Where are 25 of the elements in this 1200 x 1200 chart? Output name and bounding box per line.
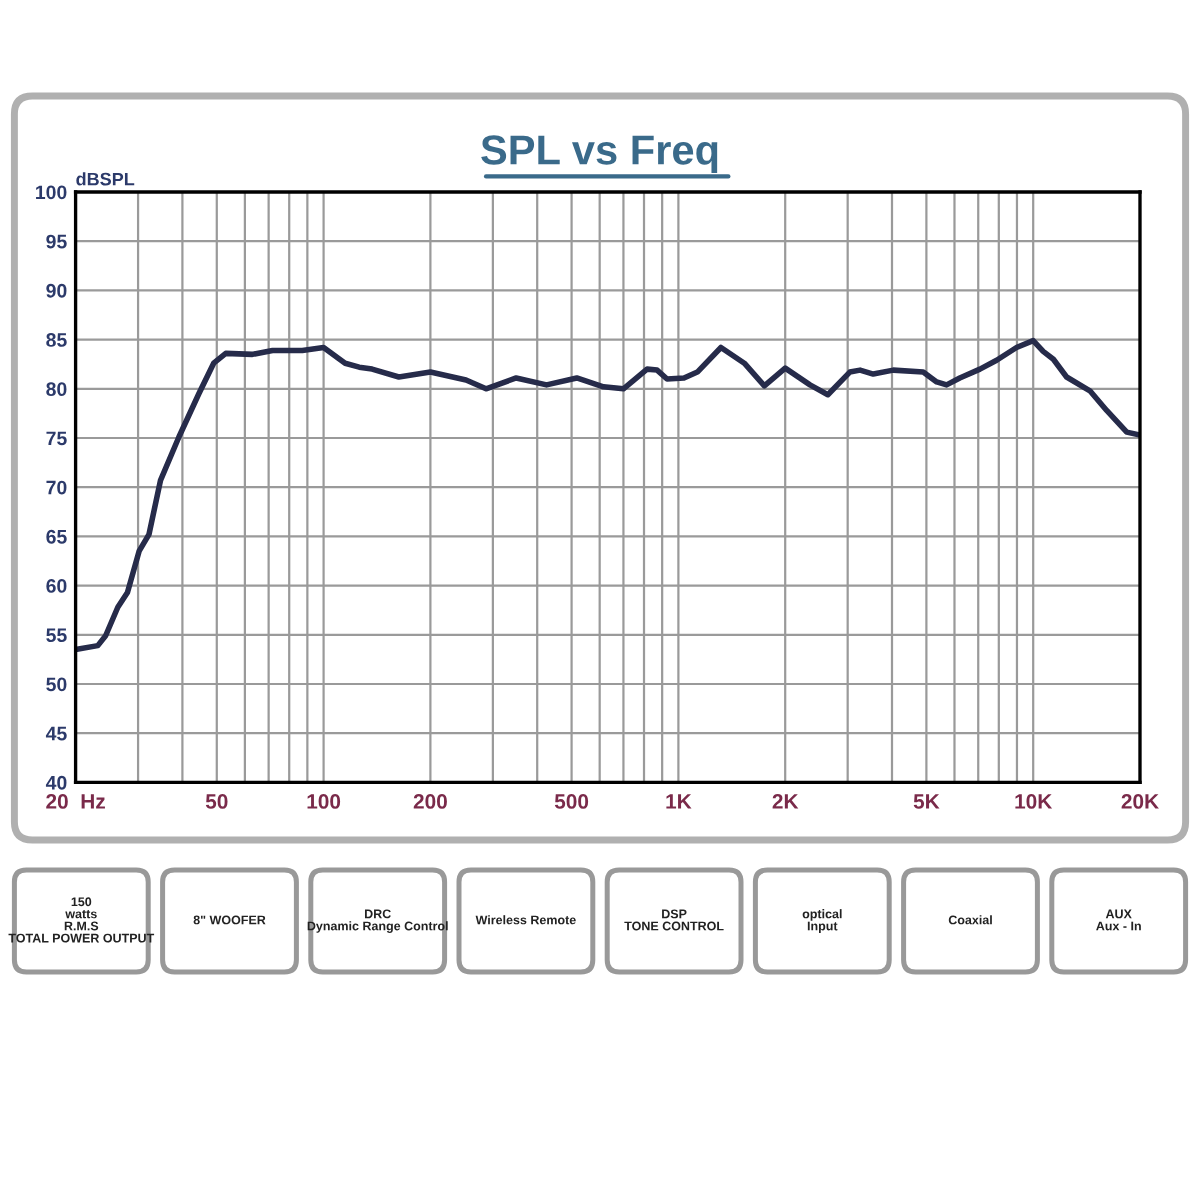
y-tick-label: 95: [46, 234, 67, 249]
y-tick-label: 75: [46, 431, 67, 446]
x-tick-label: 5K: [913, 794, 940, 809]
y-tick-label: 50: [46, 677, 67, 692]
x-tick-label: 2K: [772, 794, 799, 809]
x-tick-label: 50: [205, 794, 228, 809]
y-tick-label: 90: [46, 283, 67, 298]
x-tick-label: 1K: [666, 794, 692, 809]
x-tick-label: 20 Hz: [46, 794, 105, 809]
y-tick-label: 45: [45, 726, 67, 741]
y-tick-label: 100: [36, 185, 67, 200]
y-tick-label: 60: [46, 579, 67, 593]
y-axis-title: dBSPL: [76, 172, 135, 186]
x-tick-label: 500: [554, 794, 589, 809]
x-tick-label: 200: [413, 794, 447, 809]
y-tick-label: 65: [46, 529, 67, 544]
y-tick-label: 55: [46, 628, 67, 643]
x-tick-label: 100: [307, 794, 341, 809]
x-tick-label: 20K: [1121, 794, 1159, 809]
y-tick-label: 40: [45, 775, 67, 790]
chart-title: SPL vs Freq: [481, 135, 718, 174]
x-tick-label: 10K: [1015, 794, 1053, 809]
y-tick-label: 80: [46, 382, 67, 397]
y-tick-label: 85: [46, 333, 67, 347]
y-tick-label: 70: [46, 480, 67, 495]
